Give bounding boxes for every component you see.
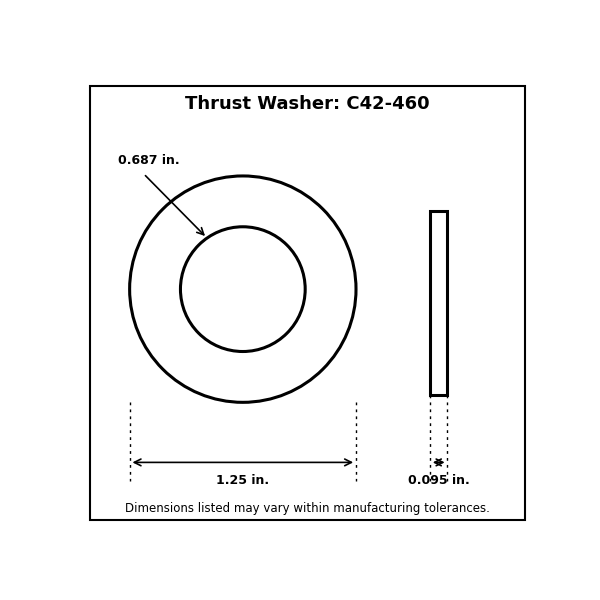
Circle shape — [130, 176, 356, 403]
Text: 0.687 in.: 0.687 in. — [118, 154, 180, 167]
Text: Thrust Washer: C42-460: Thrust Washer: C42-460 — [185, 95, 430, 113]
Text: 1.25 in.: 1.25 in. — [216, 474, 269, 487]
Text: 0.095 in.: 0.095 in. — [408, 474, 470, 487]
Text: Dimensions listed may vary within manufacturing tolerances.: Dimensions listed may vary within manufa… — [125, 502, 490, 515]
Bar — [430, 211, 448, 395]
FancyBboxPatch shape — [91, 86, 524, 520]
Circle shape — [181, 227, 305, 352]
